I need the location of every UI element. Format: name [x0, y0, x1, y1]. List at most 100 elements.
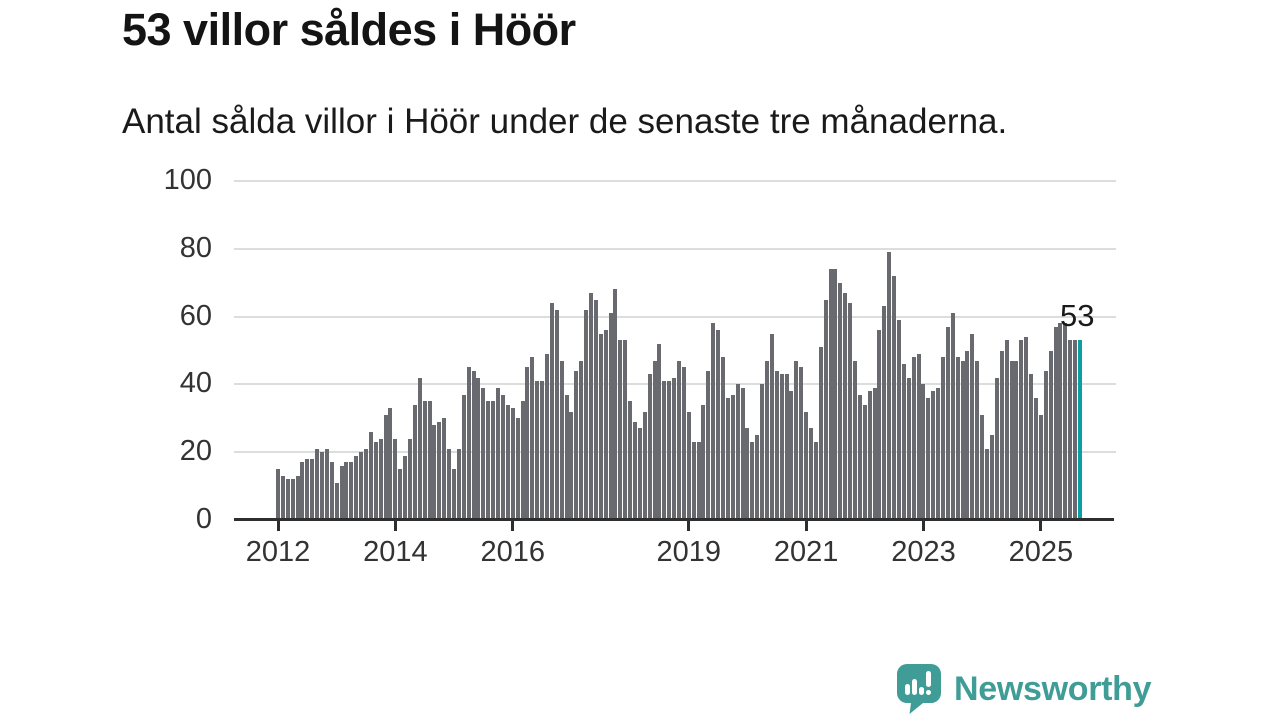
bar — [950, 313, 955, 520]
bar — [579, 360, 584, 520]
bar — [530, 357, 535, 520]
y-axis-label: 100 — [163, 164, 212, 196]
bar — [799, 367, 804, 520]
chart-subtitle: Antal sålda villor i Höör under de senas… — [122, 102, 1008, 141]
bar — [320, 452, 324, 520]
bar — [676, 360, 681, 520]
bar — [926, 397, 931, 520]
bar — [652, 360, 657, 520]
bar — [403, 455, 408, 520]
bar — [999, 350, 1004, 520]
bar — [941, 357, 946, 520]
bar — [349, 462, 354, 520]
bar — [994, 377, 999, 520]
bar — [305, 458, 310, 520]
y-axis-label: 60 — [179, 299, 212, 332]
bar — [300, 462, 305, 520]
bar — [769, 333, 774, 520]
bar — [324, 448, 329, 520]
bar — [828, 269, 833, 520]
x-axis-label: 2016 — [480, 536, 545, 568]
bar — [486, 401, 491, 520]
bar — [838, 282, 843, 520]
bar — [960, 360, 965, 520]
bar — [843, 292, 848, 520]
bar — [647, 374, 652, 520]
bar — [471, 370, 476, 520]
bar — [437, 421, 442, 520]
bar — [510, 408, 515, 520]
last-value-label: 53 — [1059, 298, 1095, 334]
bar — [447, 448, 452, 520]
bar — [368, 431, 373, 520]
bar — [598, 333, 603, 520]
bar — [823, 299, 828, 520]
bar — [980, 414, 985, 520]
bar — [1048, 350, 1053, 520]
bar — [412, 404, 417, 520]
bar — [853, 360, 858, 520]
bar — [672, 377, 677, 520]
highlighted-bar — [1077, 340, 1082, 520]
bar — [408, 438, 413, 520]
bar — [848, 303, 853, 520]
bar — [965, 350, 970, 520]
bar — [295, 475, 300, 520]
bar — [584, 309, 589, 520]
bar — [774, 370, 779, 520]
bar — [637, 428, 642, 520]
bar — [681, 367, 686, 520]
bar — [603, 330, 608, 520]
bar — [794, 360, 799, 520]
bar — [378, 438, 383, 520]
bar — [290, 479, 295, 520]
bar — [901, 364, 906, 520]
y-axis-label: 40 — [179, 367, 212, 400]
x-axis-label: 2019 — [656, 536, 721, 568]
page-title: 53 villor såldes i Höör — [122, 4, 576, 55]
bar — [657, 343, 662, 520]
bar — [334, 482, 339, 520]
bar — [574, 370, 579, 520]
bar — [725, 397, 730, 520]
bar — [887, 252, 892, 520]
bar — [359, 452, 364, 520]
x-axis-tick — [393, 521, 397, 531]
bar — [936, 387, 941, 520]
bar — [755, 435, 760, 520]
bar — [1024, 336, 1029, 520]
x-axis-label: 2012 — [245, 536, 311, 568]
bar — [588, 292, 593, 520]
bar — [618, 340, 623, 520]
bar — [779, 374, 784, 520]
bar — [833, 269, 838, 520]
bar — [945, 326, 950, 520]
bar — [706, 370, 711, 520]
x-axis-tick — [804, 521, 808, 531]
newsworthy-logo-icon — [897, 664, 941, 714]
bar — [500, 394, 505, 520]
bar — [882, 306, 887, 520]
bar — [1029, 374, 1034, 520]
bar — [716, 330, 721, 520]
bar — [564, 394, 569, 520]
bar — [422, 401, 427, 520]
bar — [1063, 323, 1068, 520]
bar — [1058, 323, 1063, 520]
bar — [520, 401, 525, 520]
bar — [393, 438, 398, 520]
bar — [432, 425, 437, 520]
bar — [276, 469, 280, 520]
bar — [686, 411, 691, 520]
x-axis-label: 2014 — [363, 536, 428, 568]
bar — [911, 357, 916, 520]
bar — [481, 387, 486, 520]
bar — [1053, 326, 1058, 520]
bar — [931, 391, 936, 520]
gridline — [234, 315, 1116, 318]
bar — [505, 404, 510, 520]
bar — [818, 347, 823, 520]
brand-name: Newsworthy — [954, 669, 1152, 708]
x-axis-tick — [921, 521, 925, 531]
